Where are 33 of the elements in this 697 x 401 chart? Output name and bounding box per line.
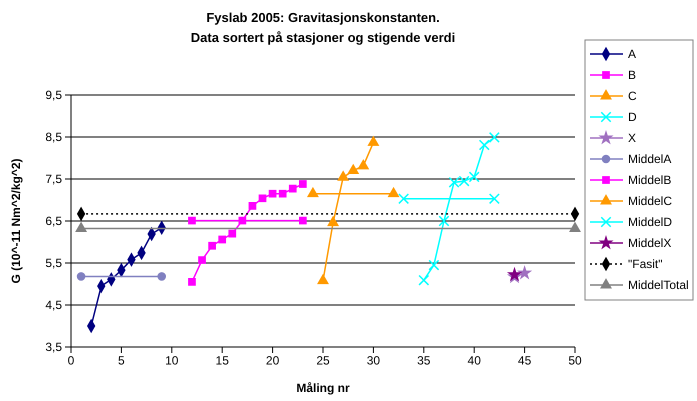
y-tick-label: 5,5: [45, 256, 62, 270]
legend-label: MiddelA: [628, 152, 672, 166]
legend-label: B: [628, 68, 636, 82]
legend-label: C: [628, 89, 637, 103]
x-tick-label: 50: [568, 354, 582, 368]
chart-title: Fyslab 2005: Gravitasjonskonstanten. Data sortert på stasjoner og stigende verdi: [190, 10, 456, 45]
y-tick-label: 6,5: [45, 214, 62, 228]
legend-label: MiddelTotal: [628, 278, 689, 292]
x-tick-label: 10: [165, 354, 179, 368]
legend-label: MiddelB: [628, 173, 672, 187]
legend-label: MiddelX: [628, 236, 672, 250]
x-tick-label: 20: [266, 354, 280, 368]
legend-label: A: [628, 47, 636, 61]
y-axis-title: G (10^-11 Nm^2/kg^2): [9, 158, 23, 284]
legend-label: MiddelC: [628, 194, 672, 208]
y-tick-label: 9,5: [45, 88, 62, 102]
x-tick-label: 25: [316, 354, 330, 368]
y-tick-label: 4,5: [45, 298, 62, 312]
x-tick-label: 45: [518, 354, 532, 368]
legend-label: "Fasit": [628, 257, 663, 271]
y-tick-label: 8,5: [45, 130, 62, 144]
x-tick-label: 5: [118, 354, 126, 368]
x-tick-label: 30: [366, 354, 380, 368]
y-tick-label: 3,5: [45, 340, 62, 354]
x-tick-label: 15: [216, 354, 230, 368]
y-tick-label: 7,5: [45, 172, 62, 186]
x-tick-label: 0: [68, 354, 75, 368]
x-tick-label: 35: [417, 354, 431, 368]
x-axis-title: Måling nr: [296, 381, 350, 395]
legend-label: X: [628, 131, 636, 145]
legend-label: MiddelD: [628, 215, 672, 229]
x-tick-label: 40: [468, 354, 482, 368]
legend-label: D: [628, 110, 637, 124]
